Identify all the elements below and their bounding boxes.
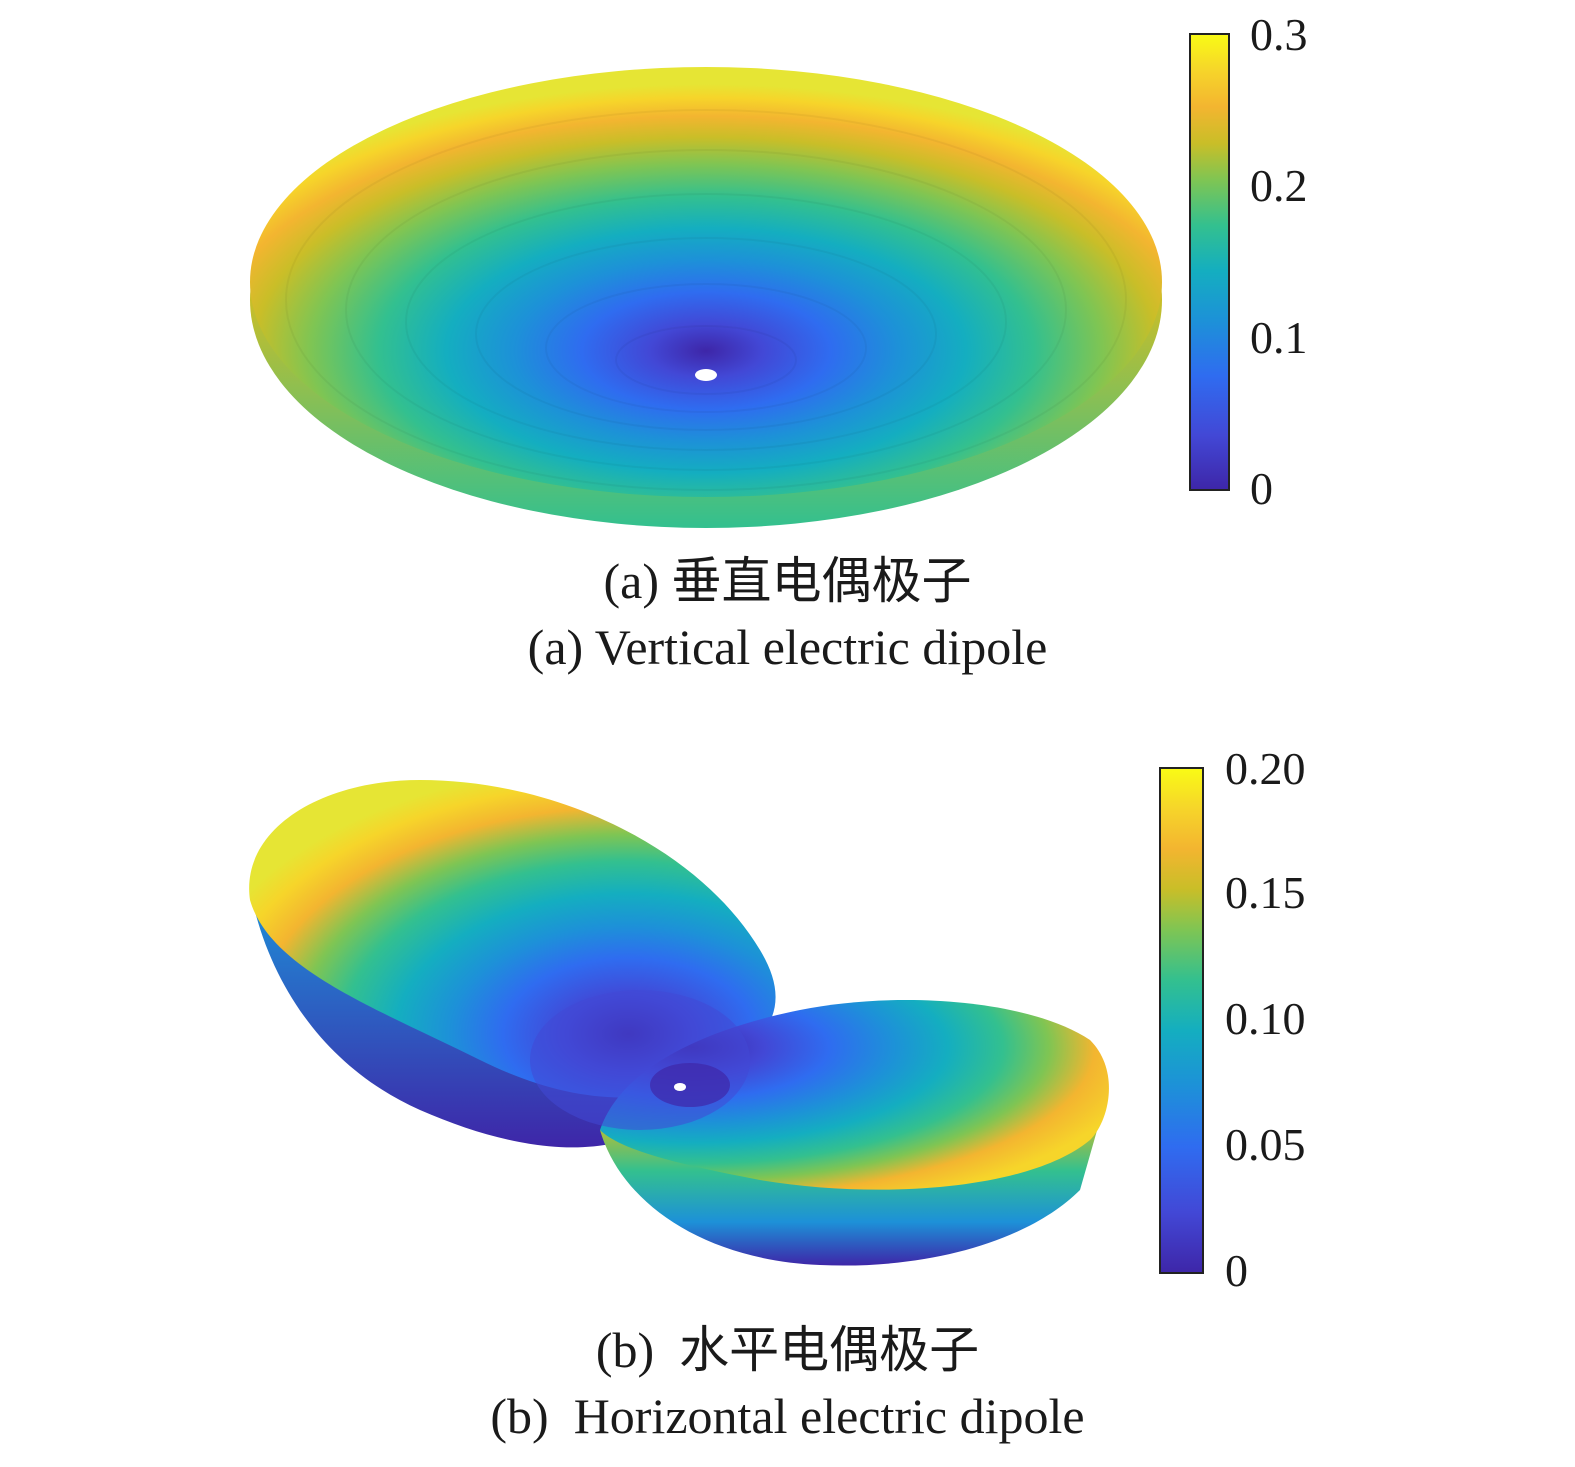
colorbar-b-ticks: 0.20 0.15 0.10 0.05 0 — [1225, 743, 1306, 1296]
colorbar-a-tick: 0.2 — [1250, 160, 1308, 211]
colorbar-b — [1159, 767, 1204, 1274]
colorbar-a-tick: 0 — [1250, 463, 1273, 514]
colorbar-b-tick: 0 — [1225, 1245, 1248, 1296]
caption-b-cn: (b) 水平电偶极子 — [595, 1322, 980, 1378]
center-hole — [674, 1083, 686, 1091]
caption-b-en: (b) Horizontal electric dipole — [490, 1388, 1085, 1444]
panel-b: 0.20 0.15 0.10 0.05 0 (b) 水平电偶极子 (b) Hor… — [0, 740, 1575, 1467]
surface-plot-horizontal-dipole: 0.20 0.15 0.10 0.05 0 — [249, 743, 1306, 1296]
panel-a: 0.3 0.2 0.1 0 (a) 垂直电偶极子 (a) Vertical el… — [0, 0, 1575, 700]
center-hole — [695, 369, 717, 381]
colorbar-a-tick: 0.1 — [1250, 312, 1308, 363]
colorbar-b-tick: 0.10 — [1225, 993, 1306, 1044]
colorbar-b-tick: 0.20 — [1225, 743, 1306, 794]
colorbar-b-tick: 0.15 — [1225, 867, 1306, 918]
bowl-surface — [250, 67, 1162, 497]
central-region — [530, 990, 750, 1130]
surface-plot-vertical-dipole: 0.3 0.2 0.1 0 — [250, 9, 1308, 528]
colorbar-b-tick: 0.05 — [1225, 1119, 1306, 1170]
caption-a-cn: (a) 垂直电偶极子 — [603, 553, 972, 609]
right-lobe-wall — [600, 1120, 1100, 1266]
colorbar-a — [1189, 33, 1230, 491]
colorbar-a-ticks: 0.3 0.2 0.1 0 — [1250, 9, 1308, 514]
caption-a-en: (a) Vertical electric dipole — [527, 619, 1048, 675]
colorbar-a-tick: 0.3 — [1250, 9, 1308, 60]
